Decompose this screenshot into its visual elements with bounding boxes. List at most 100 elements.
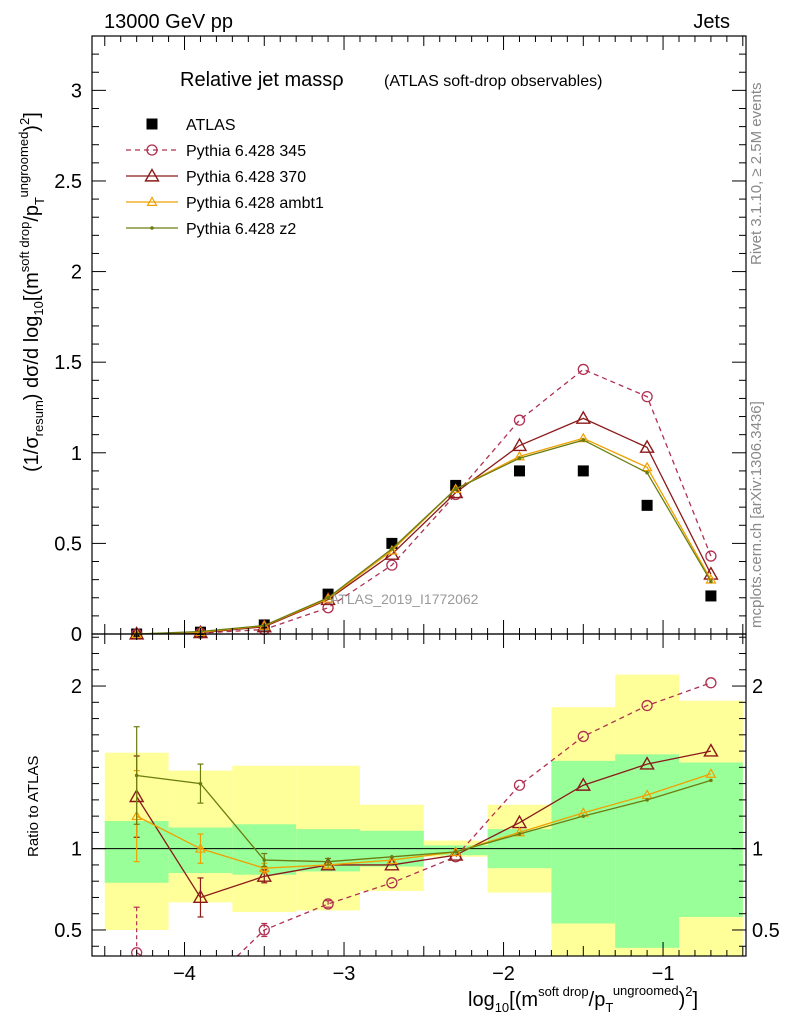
ratio-point-pythia-6-428-370-4 (384, 857, 400, 871)
ratio-point-pythia-6-428-z2-6 (517, 832, 522, 836)
x-tick-label-1: −3 (333, 963, 356, 985)
main-ytick-label-6: 3 (71, 80, 82, 102)
ratio-point-pythia-6-428-345-9 (705, 677, 717, 689)
svg-text:(1/σresum) dσ/d log10[(msoft d: (1/σresum) dσ/d log10[(msoft drop/pTungr… (16, 112, 47, 472)
ratio-point-pythia-6-428-345-3 (322, 898, 334, 910)
y-axis-label-main: (1/σresum) dσ/d log10[(msoft drop/pTungr… (16, 112, 47, 472)
ratio-point-pythia-6-428-345-2 (258, 924, 270, 936)
main-point-pythia-6-428-z2-8 (645, 470, 649, 475)
ratio-point-pythia-6-428-z2-3 (326, 859, 330, 864)
main-point-pythia-6-428-345-3 (322, 602, 334, 614)
mcplots-label: mcplots.cern.ch [arXiv:1306.3436] (748, 401, 765, 628)
main-point-pythia-6-428-370-6 (511, 437, 528, 452)
inner-band-bin-9 (679, 762, 743, 917)
ratio-ytick-label-2: 2 (71, 676, 82, 698)
rivet-label: Rivet 3.1.10, ≥ 2.5M events (748, 83, 765, 266)
main-point-atlas-4 (386, 537, 398, 549)
legend-label-pythia-6-428-z2: Pythia 6.428 z2 (186, 221, 296, 238)
main-ytick-label-0: 0 (71, 624, 82, 646)
ratio-point-pythia-6-428-z2-4 (390, 854, 394, 859)
ratio-point-pythia-6-428-z2-1 (198, 781, 203, 786)
main-ytick-label-4: 2 (71, 262, 82, 284)
legend-label-pythia-6-428-345: Pythia 6.428 345 (186, 143, 306, 160)
ratio-point-pythia-6-428-ambt1-4 (386, 854, 398, 865)
analysis-watermark: ATLAS_2019_I1772062 (330, 591, 479, 607)
ratio-point-pythia-6-428-345-0 (131, 947, 143, 956)
legend-marker-pythia-6-428-345 (146, 144, 158, 156)
x-tick-label-2: −2 (492, 963, 515, 985)
main-point-atlas-6 (513, 465, 525, 477)
main-point-atlas-7 (577, 465, 589, 477)
main-point-pythia-6-428-ambt1-8 (641, 461, 653, 472)
ratio-point-pythia-6-428-370-2 (256, 868, 272, 882)
main-ytick-label-5: 2.5 (54, 171, 82, 193)
ratio-point-pythia-6-428-345-8 (641, 699, 653, 712)
main-ytick-label-3: 1.5 (54, 352, 82, 374)
main-ytick-label-1: 0.5 (54, 533, 82, 555)
ratio-point-pythia-6-428-z2-7 (581, 814, 586, 818)
main-line-pythia-6-428-345 (136, 368, 712, 635)
panel-frames (91, 35, 747, 957)
ratio-point-pythia-6-428-z2-9 (709, 778, 713, 783)
ratio-point-pythia-6-428-345-1 (195, 987, 205, 997)
inner-band-bin-8 (615, 754, 680, 948)
ratio-ytick-label-right-2: 2 (752, 676, 763, 698)
ratio-point-pythia-6-428-ambt1-2 (258, 862, 270, 873)
legend-label-pythia-6-428-370: Pythia 6.428 370 (186, 169, 306, 186)
ratio-clipped-series (128, 677, 719, 997)
axis-ticks: 0 0.5 1 1.5 2 2.5 3 −4 −3 −2 −1 0.5 0.5 1 1 2 2 (54, 36, 780, 985)
ratio-line-pythia-6-428-370 (136, 750, 712, 899)
ratio-point-pythia-6-428-345-6 (513, 779, 526, 791)
ratio-point-pythia-6-428-370-7 (575, 777, 592, 791)
svg-text:log10[(msoft drop/pTungroomed): log10[(msoft drop/pTungroomed)2] (468, 983, 698, 1015)
legend-marker-atlas (146, 118, 158, 130)
ratio-point-pythia-6-428-z2-0 (134, 773, 139, 778)
main-point-pythia-6-428-z2-4 (390, 547, 394, 551)
ratio-point-pythia-6-428-370-8 (639, 756, 655, 770)
header-left: 13000 GeV pp (104, 11, 233, 33)
main-point-pythia-6-428-z2-5 (453, 487, 458, 491)
ratio-point-pythia-6-428-345-4 (386, 877, 398, 889)
legend-marker-pythia-6-428-370 (144, 168, 160, 182)
ratio-line-pythia-6-428-ambt1 (136, 773, 712, 869)
ratio-panel-series (92, 677, 746, 997)
main-point-pythia-6-428-z2-3 (326, 595, 330, 600)
main-point-pythia-6-428-345-8 (641, 390, 653, 403)
main-point-pythia-6-428-345-7 (577, 363, 589, 376)
ratio-ytick-label-right-1: 1 (752, 839, 763, 861)
main-point-pythia-6-428-370-7 (575, 410, 592, 424)
ratio-ytick-label-0: 0.5 (54, 920, 82, 942)
main-point-pythia-6-428-345-9 (705, 550, 717, 562)
header-right: Jets (693, 11, 730, 33)
legend-label-atlas: ATLAS (186, 117, 236, 134)
legend-marker-pythia-6-428-z2 (150, 226, 154, 230)
inner-band-bin-7 (551, 760, 616, 924)
main-point-pythia-6-428-z2-6 (517, 456, 522, 461)
y-axis-label-ratio: Ratio to ATLAS (25, 756, 42, 857)
main-point-atlas-9 (705, 590, 717, 602)
main-point-pythia-6-428-345-6 (513, 414, 526, 426)
main-point-pythia-6-428-370-8 (639, 439, 655, 453)
ratio-point-pythia-6-428-z2-8 (645, 798, 649, 802)
main-point-pythia-6-428-z2-9 (709, 579, 713, 584)
main-ytick-label-2: 1 (71, 443, 82, 465)
ratio-point-pythia-6-428-ambt1-1 (194, 842, 207, 853)
chart-title-sub: (ATLAS soft-drop observables) (384, 73, 602, 90)
ratio-ytick-label-right-0: 0.5 (752, 920, 780, 942)
legend-label-pythia-6-428-ambt1: Pythia 6.428 ambt1 (186, 195, 324, 212)
ratio-point-pythia-6-428-370-1 (192, 889, 209, 904)
main-point-atlas-8 (641, 499, 653, 511)
x-tick-label-0: −4 (173, 963, 196, 985)
x-tick-label-3: −1 (652, 963, 675, 985)
main-point-pythia-6-428-z2-7 (581, 438, 586, 442)
ratio-line-pythia-6-428-345 (136, 682, 712, 956)
ratio-point-pythia-6-428-ambt1-9 (705, 768, 717, 778)
ratio-point-pythia-6-428-z2-5 (453, 850, 458, 854)
legend: ATLAS Pythia 6.428 345 Pythia 6.428 370 Pyt… (126, 117, 324, 238)
ratio-panel-frame (91, 633, 747, 957)
main-point-pythia-6-428-345-4 (386, 559, 398, 571)
ratio-ytick-label-1: 1 (71, 839, 82, 861)
ratio-point-pythia-6-428-370-9 (703, 743, 719, 757)
ratio-point-pythia-6-428-370-5 (447, 847, 464, 861)
